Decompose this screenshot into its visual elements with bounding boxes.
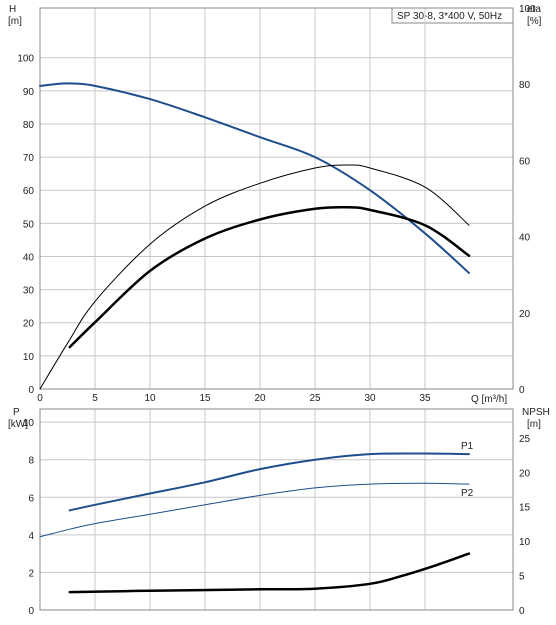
plot-frame xyxy=(39,408,514,611)
y-left-tick-label: 0 xyxy=(28,606,34,617)
y-right-tick-label: 20 xyxy=(519,309,531,320)
y-right-tick-label: 40 xyxy=(519,233,531,244)
bottom-left-axis-unit: [kW] xyxy=(8,419,28,430)
y-left-tick-label: 50 xyxy=(23,219,35,230)
series-line-0-0 xyxy=(39,82,470,274)
bottom-right-axis-unit: [m] xyxy=(527,419,541,430)
y-right-tick-label: 20 xyxy=(519,468,531,479)
top-right-axis-name: eta xyxy=(527,4,541,15)
top-left-axis-name: H xyxy=(9,4,16,15)
y-left-tick-label: 90 xyxy=(23,87,35,98)
chart-title: SP 30-8, 3*400 V, 50Hz xyxy=(397,11,502,22)
y-left-tick-label: 0 xyxy=(28,385,34,396)
y-left-tick-label: 6 xyxy=(28,493,34,504)
y-right-tick-label: 10 xyxy=(519,537,531,548)
y-right-tick-label: 25 xyxy=(519,434,531,445)
series-label: P2 xyxy=(461,488,474,499)
series-line-1-0 xyxy=(68,452,470,512)
y-left-tick-label: 10 xyxy=(23,418,35,429)
series-line-1-2 xyxy=(68,552,471,594)
y-left-tick-label: 20 xyxy=(23,319,35,330)
y-left-tick-label: 40 xyxy=(23,252,35,263)
x-tick-label: 15 xyxy=(199,393,211,404)
x-tick-label: 0 xyxy=(37,393,43,404)
series-line-0-1 xyxy=(39,164,470,390)
y-left-tick-label: 60 xyxy=(23,186,35,197)
y-right-tick-label: 100 xyxy=(519,4,536,15)
y-right-tick-label: 80 xyxy=(519,80,531,91)
y-right-tick-label: 5 xyxy=(519,572,525,583)
x-tick-label: 20 xyxy=(254,393,266,404)
x-tick-label: 30 xyxy=(364,393,376,404)
y-left-tick-label: 100 xyxy=(17,54,34,65)
y-left-tick-label: 4 xyxy=(28,531,34,542)
x-tick-label: 35 xyxy=(419,393,431,404)
bottom-left-axis-name: P xyxy=(13,407,20,418)
x-tick-label: 10 xyxy=(144,393,156,404)
x-tick-label: 5 xyxy=(92,393,98,404)
y-left-tick-label: 30 xyxy=(23,286,35,297)
y-left-tick-label: 80 xyxy=(23,120,35,131)
y-right-tick-label: 60 xyxy=(519,156,531,167)
y-left-tick-label: 10 xyxy=(23,352,35,363)
y-right-tick-label: 0 xyxy=(519,385,525,396)
series-label: P1 xyxy=(461,441,474,452)
y-left-tick-label: 2 xyxy=(28,568,34,579)
x-tick-label: 25 xyxy=(309,393,321,404)
y-right-tick-label: 0 xyxy=(519,606,525,617)
series-line-1-1 xyxy=(39,482,470,538)
x-axis-label: Q [m³/h] xyxy=(471,394,507,405)
plot-frame xyxy=(39,7,514,390)
top-left-axis-unit: [m] xyxy=(8,16,22,27)
series-line-0-2 xyxy=(68,205,471,349)
bottom-right-axis-name: NPSH xyxy=(522,407,550,418)
y-right-tick-label: 15 xyxy=(519,503,531,514)
top-right-axis-unit: [%] xyxy=(527,16,542,27)
y-left-tick-label: 70 xyxy=(23,153,35,164)
y-left-tick-label: 8 xyxy=(28,456,34,467)
